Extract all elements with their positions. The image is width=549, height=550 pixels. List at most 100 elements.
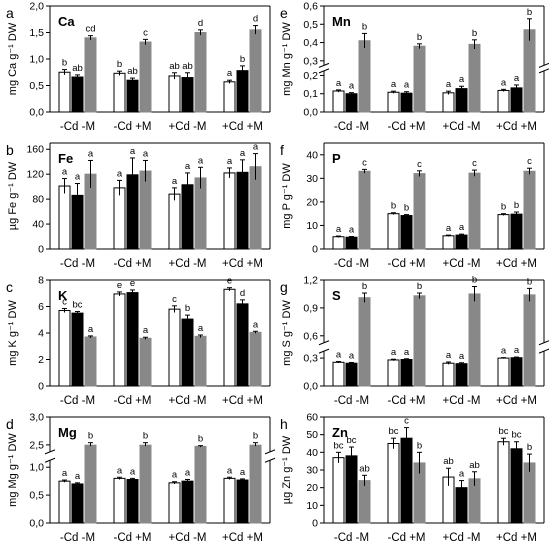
significance-label: bc [511, 430, 521, 441]
y-tick-label: 1,5 [29, 27, 44, 39]
bar [332, 236, 345, 250]
category-label: -Cd +M [387, 258, 425, 270]
bar [58, 309, 71, 387]
y-tick-label: 0,0 [29, 107, 44, 119]
bar [400, 359, 413, 387]
y-tick-label: 10 [306, 220, 318, 232]
bar [497, 357, 510, 387]
significance-label: b [417, 440, 422, 451]
y-tick-label: 40 [306, 447, 318, 459]
bar [468, 172, 481, 250]
significance-label: a [253, 319, 259, 330]
panel-letter: e [280, 5, 288, 21]
bar [71, 312, 84, 387]
significance-label: b [527, 276, 532, 287]
significance-label: c [417, 159, 422, 170]
significance-label: a [336, 78, 342, 89]
bar [442, 362, 455, 387]
significance-label: a [446, 350, 452, 361]
y-tick-label: 6 [38, 301, 44, 313]
bar [223, 81, 236, 113]
significance-label: a [501, 346, 507, 357]
bar [139, 337, 152, 387]
significance-label: bc [346, 435, 356, 446]
significance-label: a [227, 465, 233, 476]
category-label: -Cd +M [387, 532, 425, 544]
bar [345, 93, 358, 113]
element-label: P [332, 151, 341, 166]
y-tick-label: 2,5 [29, 439, 44, 451]
category-label: +Cd -M [442, 258, 480, 270]
element-label: Mg [58, 425, 77, 440]
y-tick-label: 0,6 [303, 1, 318, 13]
y-tick-label: 0,5 [29, 490, 44, 502]
panel-letter: c [6, 279, 13, 295]
bar [387, 443, 400, 524]
significance-label: a [514, 73, 520, 84]
significance-label: a [391, 347, 397, 358]
panel-letter: b [6, 142, 14, 158]
bar [71, 483, 84, 524]
y-axis-label: mg Ca g⁻¹ DW [7, 22, 19, 95]
significance-label: a [336, 224, 342, 235]
axis-break-mark [318, 348, 330, 354]
category-label: -Cd +M [113, 258, 151, 270]
significance-label: b [362, 21, 367, 32]
y-tick-label: 2 [38, 354, 44, 366]
bar [168, 75, 181, 113]
category-label: -Cd -M [334, 258, 369, 270]
significance-label: a [349, 225, 355, 236]
bar [139, 41, 152, 113]
axis-break-mask [264, 451, 276, 461]
bar [358, 40, 371, 113]
significance-label: c [527, 156, 532, 167]
significance-label: b [253, 431, 258, 442]
category-label: -Cd -M [60, 258, 95, 270]
bar [181, 77, 194, 113]
y-tick-label: 120 [26, 169, 44, 181]
significance-label: ab [169, 61, 180, 72]
category-label: -Cd -M [60, 395, 95, 407]
significance-label: b [417, 32, 422, 43]
significance-label: c [143, 27, 148, 38]
y-tick-label: 0,9 [303, 302, 318, 314]
bar [510, 448, 523, 524]
significance-label: a [501, 77, 507, 88]
bar [194, 445, 207, 524]
bar [468, 43, 481, 113]
significance-label: a [446, 79, 452, 90]
significance-label: a [75, 471, 81, 482]
significance-label: a [117, 465, 123, 476]
significance-label: b [88, 431, 93, 442]
category-label: -Cd -M [60, 532, 95, 544]
y-axis-label: mg Mn g⁻¹ DW [281, 22, 293, 96]
category-label: +Cd -M [442, 121, 480, 133]
panel-letter: f [280, 142, 284, 158]
bar [84, 336, 97, 387]
significance-label: a [198, 155, 204, 166]
significance-label: a [404, 80, 410, 91]
significance-label: c [404, 416, 409, 427]
significance-label: e [130, 278, 135, 289]
y-axis-label: mg Mg g⁻¹ DW [7, 433, 19, 507]
category-label: +Cd -M [168, 121, 206, 133]
significance-label: c [472, 158, 477, 169]
bar [181, 480, 194, 524]
axis-break-mark [538, 68, 549, 74]
significance-label: c [62, 296, 67, 307]
axis-break-mark [264, 449, 276, 455]
significance-label: d [253, 14, 258, 25]
significance-label: bc [498, 426, 508, 437]
axis-break-mask [318, 65, 330, 71]
axis-break-mark [538, 348, 549, 354]
significance-label: ab [443, 456, 454, 467]
bar [358, 170, 371, 250]
category-label: +Cd -M [168, 258, 206, 270]
significance-label: b [417, 281, 422, 292]
bar [523, 462, 536, 524]
significance-label: a [227, 68, 233, 79]
y-tick-label: 0,3 [303, 353, 318, 365]
